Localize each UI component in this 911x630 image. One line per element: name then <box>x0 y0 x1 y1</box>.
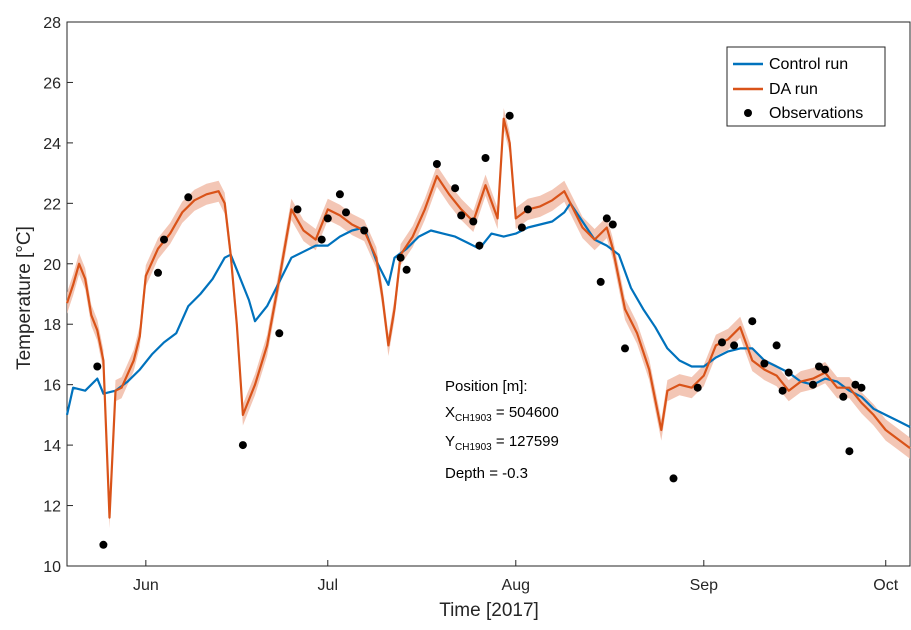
observation-point <box>184 193 193 202</box>
observation-point <box>621 344 629 353</box>
observation-point <box>669 474 678 483</box>
observation-point <box>760 359 769 368</box>
observation-point <box>469 217 478 226</box>
observation-point <box>402 265 411 274</box>
observation-point <box>608 220 617 229</box>
annotation-y-coordinate: YCH1903 = 127599 <box>445 433 559 453</box>
observation-point <box>396 253 405 262</box>
observation-point <box>293 205 302 214</box>
observation-points-layer <box>93 111 866 549</box>
x-axis-ticks: Jun Jul Aug Sep Oct <box>133 560 899 594</box>
observation-point <box>596 277 605 286</box>
annotation-x-subscript: CH1903 <box>455 413 492 424</box>
observation-point <box>523 205 532 214</box>
observation-point <box>432 160 441 168</box>
observation-point <box>748 317 757 326</box>
observation-point <box>809 380 817 389</box>
observation-point <box>457 211 466 220</box>
observation-point <box>451 184 460 193</box>
observation-point <box>718 338 726 347</box>
observation-point <box>505 111 514 120</box>
legend-label-da-run: DA run <box>769 81 818 98</box>
observation-point <box>323 214 332 223</box>
observation-point <box>845 447 854 456</box>
observation-point <box>730 341 739 350</box>
observation-point <box>335 190 344 199</box>
observation-point <box>772 341 781 350</box>
y-tick-label: 10 <box>43 559 61 576</box>
observation-point <box>693 383 702 392</box>
y-tick-label: 22 <box>43 196 61 213</box>
observation-point <box>160 235 168 244</box>
legend-label-observations: Observations <box>769 105 863 122</box>
position-annotation: Position [m]: XCH1903 = 504600 YCH1903 =… <box>445 378 559 482</box>
annotation-y-subscript: CH1903 <box>455 442 492 453</box>
observation-point <box>99 540 108 549</box>
legend-marker-observations <box>744 109 752 117</box>
x-axis-label: Time [2017] <box>439 600 539 621</box>
y-tick-label: 12 <box>43 499 61 516</box>
annotation-y-label: Y <box>445 433 455 450</box>
legend: Control run DA run Observations <box>726 46 886 127</box>
observation-point <box>815 362 823 371</box>
x-tick-label: Jun <box>133 577 159 594</box>
observation-point <box>851 380 860 389</box>
annotation-depth: Depth = -0.3 <box>445 465 528 482</box>
legend-box <box>726 46 886 127</box>
x-tick-label: Oct <box>873 577 898 594</box>
observation-point <box>93 362 102 371</box>
y-tick-label: 24 <box>43 136 61 153</box>
annotation-x-label: X <box>445 404 455 421</box>
observation-point <box>481 154 490 162</box>
observation-point <box>238 441 247 450</box>
observation-point <box>821 365 830 374</box>
y-axis-label: Temperature [°C] <box>14 226 35 370</box>
annotation-x-value: = 504600 <box>492 404 559 421</box>
observation-point <box>275 329 284 338</box>
observation-point <box>602 214 611 223</box>
observation-point <box>517 223 526 232</box>
y-tick-label: 16 <box>43 378 61 395</box>
observation-point <box>857 383 866 392</box>
y-axis-ticks: 10 12 14 16 18 20 22 24 26 28 <box>43 15 73 576</box>
observation-point <box>154 268 162 277</box>
observation-point <box>778 386 787 395</box>
legend-label-control-run: Control run <box>769 56 848 73</box>
x-tick-label: Jul <box>318 577 338 594</box>
observation-point <box>360 226 369 235</box>
y-tick-label: 26 <box>43 75 61 92</box>
y-tick-label: 28 <box>43 15 61 32</box>
observation-point <box>839 392 848 401</box>
annotation-x-coordinate: XCH1903 = 504600 <box>445 404 559 424</box>
observation-point <box>784 368 793 377</box>
x-tick-label: Aug <box>502 577 530 594</box>
annotation-title: Position [m]: <box>445 378 528 395</box>
y-tick-label: 14 <box>43 438 61 455</box>
observation-point <box>342 208 350 217</box>
y-tick-label: 18 <box>43 317 61 334</box>
y-tick-label: 20 <box>43 257 61 274</box>
annotation-y-value: = 127599 <box>492 433 559 450</box>
series-line-control-run <box>65 202 911 428</box>
observation-point <box>317 235 326 244</box>
observation-point <box>475 241 484 250</box>
x-tick-label: Sep <box>690 577 719 594</box>
